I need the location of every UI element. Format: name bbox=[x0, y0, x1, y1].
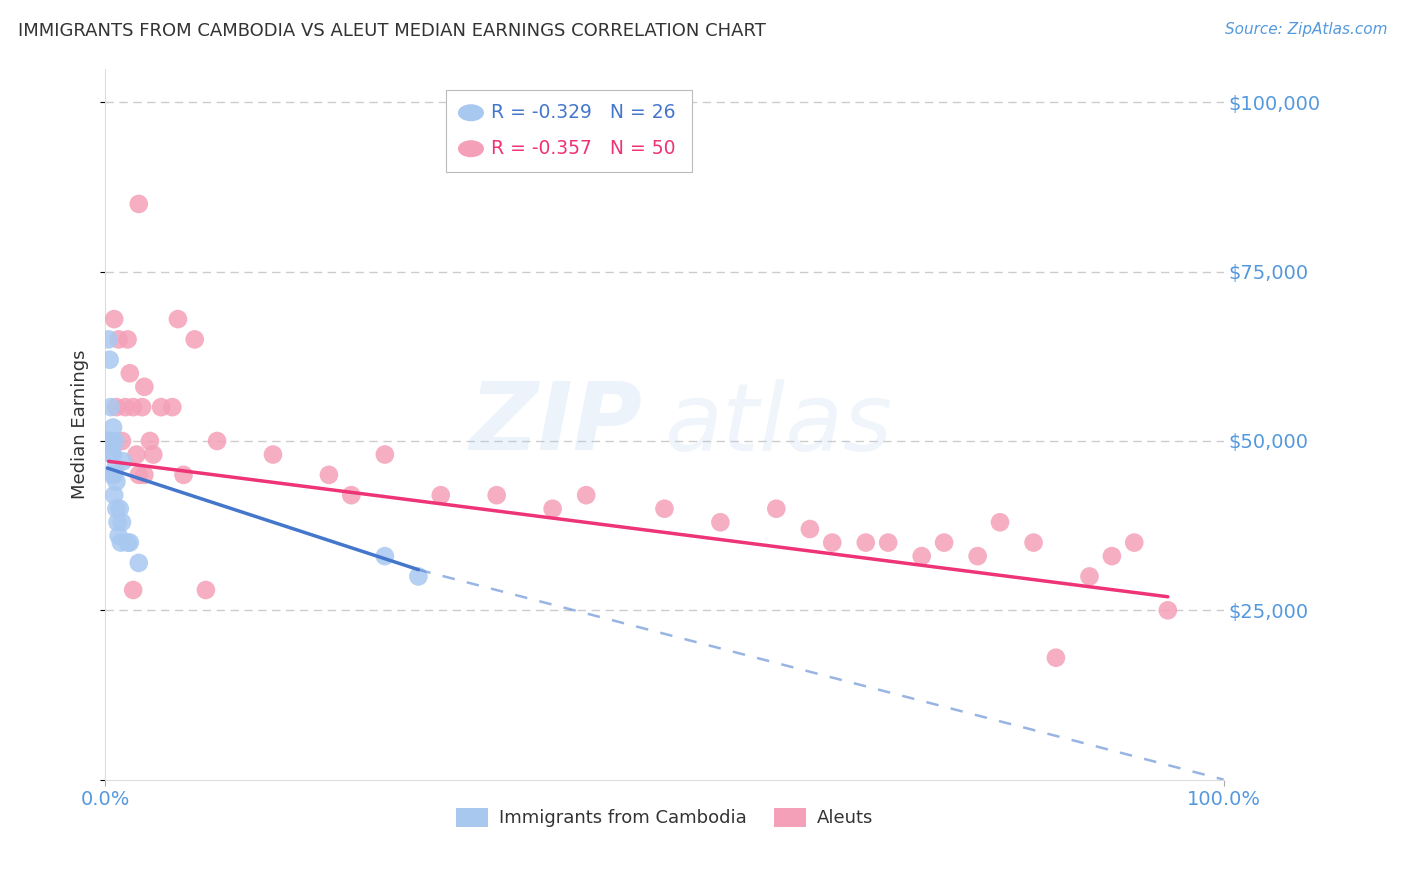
Point bbox=[932, 535, 955, 549]
Text: IMMIGRANTS FROM CAMBODIA VS ALEUT MEDIAN EARNINGS CORRELATION CHART: IMMIGRANTS FROM CAMBODIA VS ALEUT MEDIAN… bbox=[18, 22, 766, 40]
Point bbox=[125, 448, 148, 462]
Text: atlas: atlas bbox=[665, 378, 893, 469]
Y-axis label: Median Earnings: Median Earnings bbox=[72, 350, 89, 499]
Point bbox=[128, 556, 150, 570]
Legend: Immigrants from Cambodia, Aleuts: Immigrants from Cambodia, Aleuts bbox=[449, 801, 880, 835]
Point bbox=[103, 467, 125, 482]
Point bbox=[96, 434, 118, 448]
Point bbox=[1045, 650, 1067, 665]
Point bbox=[104, 434, 127, 448]
Point bbox=[108, 501, 131, 516]
Point bbox=[107, 333, 129, 347]
Point bbox=[97, 333, 120, 347]
Point bbox=[107, 515, 129, 529]
Point bbox=[855, 535, 877, 549]
Point bbox=[911, 549, 934, 563]
Point bbox=[111, 434, 134, 448]
Point bbox=[111, 515, 134, 529]
Point bbox=[100, 434, 122, 448]
Point bbox=[101, 467, 124, 482]
Point bbox=[205, 434, 228, 448]
Point bbox=[429, 488, 451, 502]
Text: R = -0.329   N = 26: R = -0.329 N = 26 bbox=[491, 103, 676, 122]
Point bbox=[183, 333, 205, 347]
Point bbox=[118, 366, 141, 380]
Point bbox=[374, 549, 396, 563]
Point bbox=[1101, 549, 1123, 563]
Text: ZIP: ZIP bbox=[470, 378, 643, 470]
Point bbox=[709, 515, 731, 529]
Point bbox=[142, 448, 165, 462]
Point bbox=[1123, 535, 1146, 549]
Point bbox=[1078, 569, 1101, 583]
Point bbox=[340, 488, 363, 502]
Point bbox=[966, 549, 988, 563]
Point bbox=[101, 448, 124, 462]
Point bbox=[122, 582, 145, 597]
Point bbox=[101, 420, 124, 434]
Bar bbox=[446, 90, 692, 171]
Point bbox=[877, 535, 900, 549]
Point bbox=[114, 400, 136, 414]
Point bbox=[318, 467, 340, 482]
Point bbox=[150, 400, 173, 414]
Point bbox=[1157, 603, 1180, 617]
Point bbox=[118, 535, 141, 549]
Point bbox=[575, 488, 598, 502]
Point bbox=[112, 454, 135, 468]
Point bbox=[101, 448, 124, 462]
Point bbox=[103, 312, 125, 326]
Point bbox=[128, 467, 150, 482]
Point bbox=[541, 501, 564, 516]
Point bbox=[485, 488, 508, 502]
Point bbox=[988, 515, 1011, 529]
Point bbox=[765, 501, 787, 516]
Text: Source: ZipAtlas.com: Source: ZipAtlas.com bbox=[1225, 22, 1388, 37]
Point bbox=[131, 400, 153, 414]
Point bbox=[134, 380, 156, 394]
Point bbox=[100, 400, 122, 414]
Point bbox=[139, 434, 162, 448]
Point bbox=[105, 475, 128, 489]
Point bbox=[97, 434, 120, 448]
Point bbox=[654, 501, 676, 516]
Circle shape bbox=[458, 105, 484, 120]
Point bbox=[408, 569, 430, 583]
Point bbox=[117, 535, 139, 549]
Point bbox=[105, 400, 128, 414]
Point bbox=[374, 448, 396, 462]
Point bbox=[1022, 535, 1045, 549]
Point bbox=[821, 535, 844, 549]
Point bbox=[167, 312, 190, 326]
Point bbox=[107, 529, 129, 543]
Point bbox=[799, 522, 821, 536]
Point bbox=[110, 535, 132, 549]
Point bbox=[134, 467, 156, 482]
Text: R = -0.357   N = 50: R = -0.357 N = 50 bbox=[491, 139, 676, 158]
Point bbox=[173, 467, 195, 482]
Point bbox=[98, 352, 121, 367]
Circle shape bbox=[458, 141, 484, 157]
Point bbox=[162, 400, 184, 414]
Point bbox=[128, 197, 150, 211]
Point bbox=[104, 461, 127, 475]
Point bbox=[122, 400, 145, 414]
Point bbox=[117, 333, 139, 347]
Point bbox=[103, 488, 125, 502]
Point bbox=[105, 501, 128, 516]
Point bbox=[194, 582, 217, 597]
Point bbox=[262, 448, 284, 462]
